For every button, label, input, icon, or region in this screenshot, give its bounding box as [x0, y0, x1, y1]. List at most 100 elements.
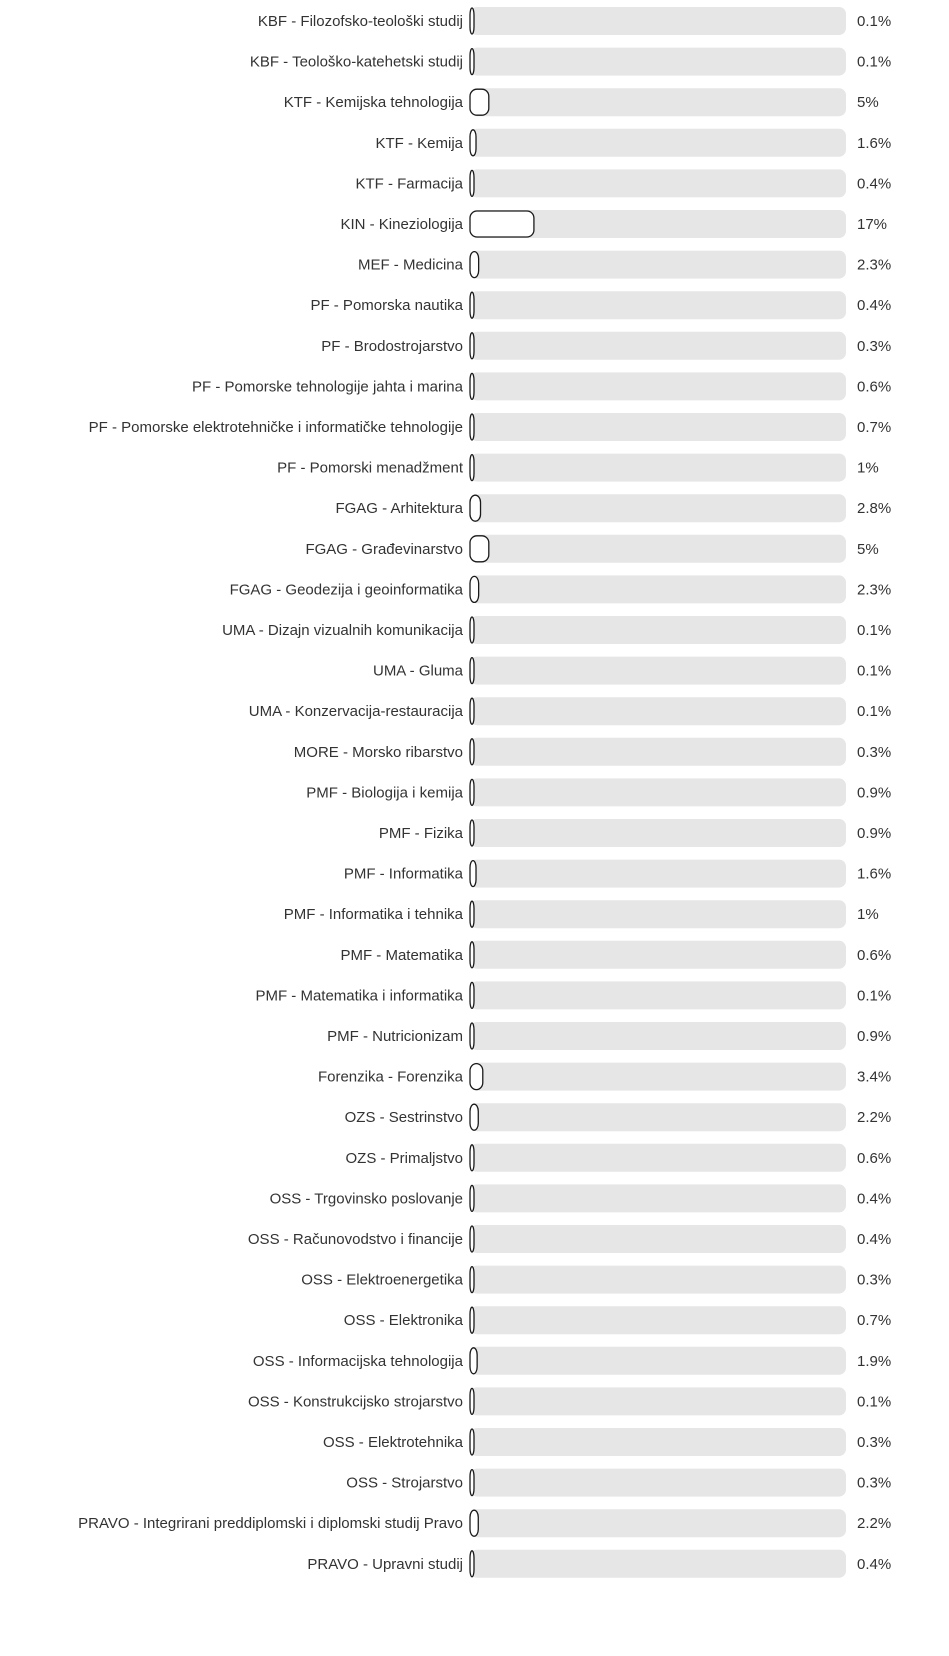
- category-label: FGAG - Građevinarstvo: [305, 541, 463, 558]
- bar: [469, 941, 475, 969]
- bar-row: KTF - Kemija 1.6%: [375, 128, 891, 157]
- bar: [469, 738, 475, 766]
- bar-track: [470, 1306, 846, 1335]
- category-label: UMA - Konzervacija-restauracija: [249, 703, 464, 720]
- value-label: 1.6%: [857, 135, 891, 152]
- category-label: Forenzika - Forenzika: [318, 1069, 464, 1086]
- value-label: 0.9%: [857, 784, 891, 801]
- bar-track: [470, 1428, 846, 1456]
- bar: [469, 575, 480, 604]
- bar-track: [470, 656, 846, 685]
- bar: [469, 535, 490, 563]
- bar-row: OZS - Primaljstvo 0.6%: [345, 1143, 891, 1172]
- bar-track: [470, 1225, 846, 1253]
- category-label: PRAVO - Upravni studij: [307, 1556, 463, 1573]
- category-label: PMF - Fizika: [379, 825, 464, 842]
- value-label: 5%: [857, 541, 879, 558]
- bar: [469, 1265, 475, 1294]
- category-label: PMF - Biologija i kemija: [306, 784, 463, 801]
- category-label: KBF - Filozofsko-teološki studij: [258, 13, 463, 30]
- bar-track: [470, 1184, 846, 1213]
- bar-track: [470, 981, 846, 1010]
- bar: [469, 7, 475, 35]
- value-label: 0.1%: [857, 703, 891, 720]
- bar-track: [470, 575, 846, 604]
- category-label: KTF - Kemijska tehnologija: [284, 94, 464, 111]
- value-label: 0.7%: [857, 419, 891, 436]
- value-label: 17%: [857, 216, 887, 233]
- bar: [469, 616, 475, 644]
- bar-row: FGAG - Arhitektura 2.8%: [335, 494, 891, 523]
- bar: [469, 1062, 484, 1091]
- category-label: FGAG - Arhitektura: [335, 500, 463, 517]
- value-label: 0.1%: [857, 987, 891, 1004]
- category-label: PMF - Matematika: [340, 947, 463, 964]
- bar-row: MEF - Medicina 2.3%: [358, 250, 891, 279]
- value-label: 0.4%: [857, 175, 891, 192]
- bar-row: PRAVO - Upravni studij 0.4%: [307, 1549, 891, 1578]
- category-label: PF - Pomorske elektrotehničke i informat…: [89, 419, 463, 436]
- value-label: 3.4%: [857, 1069, 891, 1086]
- bar: [469, 1225, 475, 1253]
- category-label: OSS - Informacijska tehnologija: [253, 1353, 464, 1370]
- bar: [469, 494, 482, 522]
- bar-track: [470, 737, 846, 766]
- category-label: PMF - Matematika i informatika: [255, 987, 463, 1004]
- bar-track: [470, 819, 846, 847]
- value-label: 0.1%: [857, 13, 891, 30]
- bar-track: [470, 453, 846, 482]
- value-label: 0.9%: [857, 1028, 891, 1045]
- bar-track: [470, 616, 846, 644]
- bar-track: [470, 1549, 846, 1578]
- bar: [469, 859, 477, 888]
- category-label: PMF - Informatika: [344, 866, 464, 883]
- bar-row: PMF - Fizika 0.9%: [379, 819, 891, 847]
- bar-row: OSS - Elektrotehnika 0.3%: [323, 1428, 891, 1456]
- bar-track: [470, 7, 846, 35]
- bar: [469, 981, 475, 1010]
- bar-row: FGAG - Geodezija i geoinformatika 2.3%: [230, 575, 891, 604]
- chart-rows: KBF - Filozofsko-teološki studij 0.1%KBF …: [78, 7, 891, 1578]
- bar-row: FGAG - Građevinarstvo 5%: [305, 534, 879, 563]
- bar: [469, 819, 475, 847]
- bar: [469, 1347, 478, 1375]
- value-label: 2.3%: [857, 581, 891, 598]
- bar: [469, 453, 475, 482]
- value-label: 1.9%: [857, 1353, 891, 1370]
- category-label: OSS - Elektroenergetika: [301, 1272, 463, 1289]
- bar-track: [470, 1143, 846, 1172]
- bar-track: [470, 88, 846, 117]
- bar-track: [470, 1509, 846, 1538]
- bar-track: [470, 940, 846, 969]
- bar-row: PF - Pomorske tehnologije jahta i marina…: [192, 372, 891, 401]
- value-label: 0.3%: [857, 1434, 891, 1451]
- bar: [469, 1387, 475, 1416]
- bar-row: PF - Pomorski menadžment 1%: [277, 453, 879, 482]
- value-label: 0.1%: [857, 54, 891, 71]
- bar: [469, 656, 475, 685]
- bar: [469, 210, 535, 238]
- category-label: PF - Brodostrojarstvo: [321, 338, 463, 355]
- value-label: 0.6%: [857, 947, 891, 964]
- bar-row: Forenzika - Forenzika 3.4%: [318, 1062, 891, 1091]
- bar-track: [470, 169, 846, 198]
- bar-row: MORE - Morsko ribarstvo 0.3%: [294, 737, 891, 766]
- category-label: KTF - Kemija: [375, 135, 463, 152]
- bar-track: [470, 250, 846, 279]
- bar-track: [470, 1062, 846, 1091]
- value-label: 2.3%: [857, 257, 891, 274]
- bar-row: OSS - Strojarstvo 0.3%: [346, 1468, 891, 1497]
- value-label: 0.3%: [857, 1475, 891, 1492]
- bar-track: [470, 128, 846, 157]
- bar: [469, 1306, 475, 1334]
- bar: [469, 900, 475, 928]
- bar-row: PMF - Matematika 0.6%: [340, 940, 891, 969]
- bar: [469, 129, 477, 157]
- category-label: UMA - Dizajn vizualnih komunikacija: [222, 622, 464, 639]
- bar: [469, 88, 490, 116]
- bar-track: [470, 331, 846, 360]
- value-label: 0.4%: [857, 1556, 891, 1573]
- value-label: 1%: [857, 460, 879, 477]
- bar-track: [470, 1387, 846, 1416]
